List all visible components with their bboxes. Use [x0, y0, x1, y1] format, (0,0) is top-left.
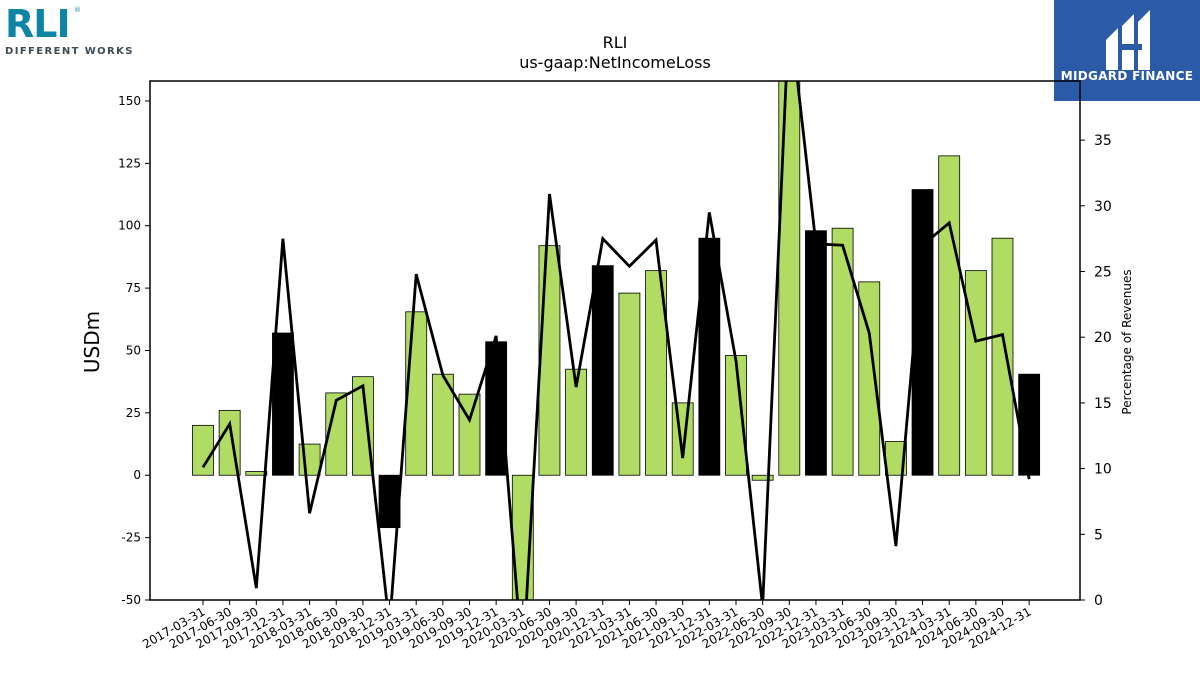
- y2-axis: 0 5 10 15 20 25 30 35: [1080, 133, 1112, 609]
- bar-2018-09-30: [351, 376, 374, 476]
- y-tick-label: 0: [133, 468, 141, 482]
- logo-mark: RLI: [5, 2, 71, 46]
- logo-tagline: DIFFERENT WORKS: [5, 46, 134, 57]
- bar-2024-09-30: [991, 237, 1014, 476]
- bar-2024-03-31: [938, 155, 961, 476]
- bar-2022-12-31: [805, 230, 827, 476]
- bar-2017-09-30: [245, 471, 268, 476]
- y-tick-label: 25: [126, 406, 141, 420]
- chart-title: RLI: [603, 33, 628, 52]
- y-tick-label: 150: [118, 94, 141, 108]
- publisher-name: MIDGARD FINANCE: [1060, 69, 1194, 83]
- y-axis: -50 -25 0 25 50 75 100 125 150: [118, 94, 150, 607]
- y-axis-label: USDm: [80, 311, 104, 373]
- bar-2018-06-30: [325, 392, 348, 476]
- y-tick-label: 100: [118, 219, 141, 233]
- bar-2017-03-31: [192, 424, 214, 476]
- bar-2022-09-30: [778, 80, 801, 476]
- bar-2017-12-31: [272, 332, 294, 476]
- y2-axis-label: Percentage of Revenues: [1120, 269, 1134, 414]
- bar-2024-12-31: [1018, 373, 1041, 476]
- y2-tick-label: 0: [1094, 593, 1103, 609]
- percentage-line: [201, 81, 1031, 600]
- bar-2021-03-31: [618, 292, 641, 476]
- bar-2020-09-30: [565, 368, 587, 476]
- y2-tick-label: 35: [1094, 133, 1112, 149]
- company-logo: RLI ® DIFFERENT WORKS: [0, 0, 140, 70]
- bar-2023-03-31: [831, 227, 854, 476]
- bar-2023-12-31: [911, 189, 934, 476]
- bar-2021-06-30: [645, 270, 667, 476]
- y-tick-label: 50: [126, 343, 141, 357]
- bar-2019-09-30: [458, 393, 481, 476]
- y2-tick-label: 30: [1094, 199, 1112, 215]
- y2-tick-label: 10: [1094, 462, 1112, 478]
- plot-frame: [149, 80, 1081, 601]
- y-tick-label: -25: [121, 531, 141, 545]
- midgard-emblem-icon: [1106, 10, 1150, 70]
- chart-subtitle: us-gaap:NetIncomeLoss: [519, 53, 711, 72]
- bar-2020-06-30: [538, 245, 561, 476]
- bar-2022-06-30: [751, 474, 774, 481]
- x-axis: 2017-03-312017-06-302017-09-302017-12-31…: [140, 600, 1034, 651]
- bar-2021-09-30: [671, 402, 694, 476]
- bar-2023-06-30: [858, 281, 881, 476]
- bar-2021-12-31: [698, 237, 721, 476]
- y2-tick-label: 25: [1094, 265, 1112, 281]
- y-tick-label: 125: [118, 156, 141, 170]
- y-tick-label: -50: [121, 593, 141, 607]
- publisher-logo: MIDGARD FINANCE: [1054, 0, 1200, 101]
- bar-2024-06-30: [964, 270, 987, 476]
- y-tick-label: 75: [126, 281, 141, 295]
- bar-2019-03-31: [405, 311, 428, 476]
- bar-2020-12-31: [591, 265, 614, 476]
- line-series: [201, 81, 1031, 600]
- bar-series: [192, 80, 1041, 601]
- y2-tick-label: 20: [1094, 330, 1112, 346]
- y2-tick-label: 5: [1094, 527, 1103, 543]
- y2-tick-label: 15: [1094, 396, 1112, 412]
- registered-mark: ®: [74, 6, 81, 14]
